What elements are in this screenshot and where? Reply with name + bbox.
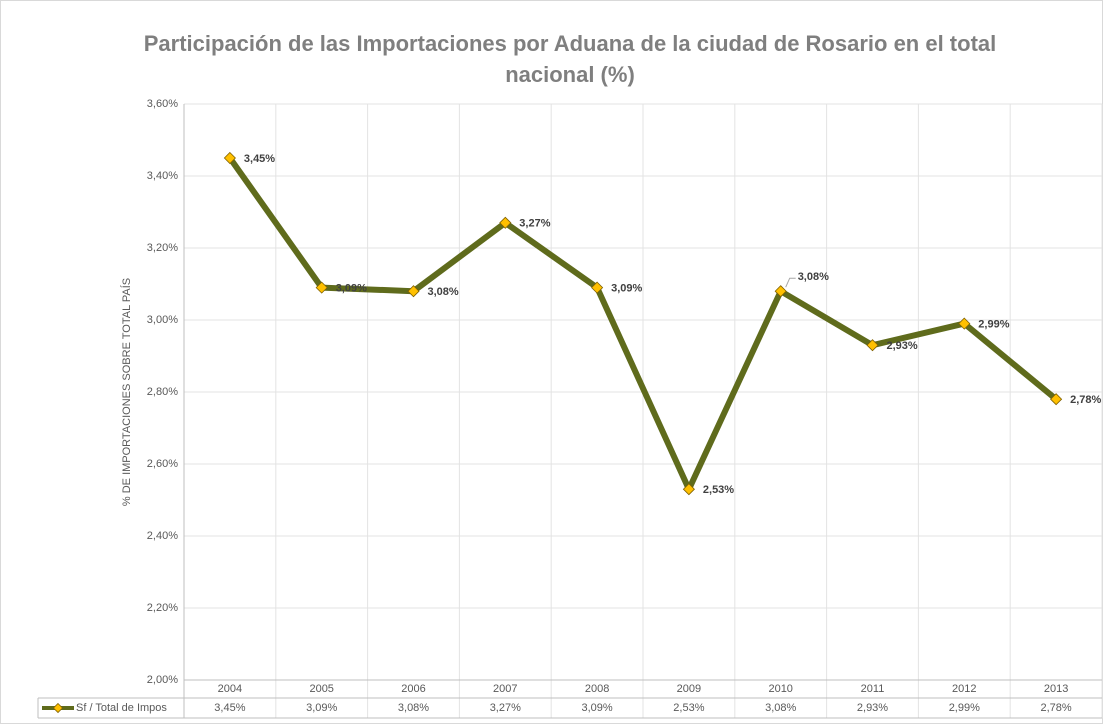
marker [407, 285, 420, 298]
x-tick-label: 2008 [585, 683, 609, 695]
y-tick-label: 2,00% [147, 674, 178, 686]
table-value: 3,09% [581, 702, 612, 714]
data-label: 2,78% [1070, 394, 1101, 406]
y-tick-label: 2,20% [147, 602, 178, 614]
marker [499, 216, 512, 229]
marker [866, 339, 879, 352]
table-value: 3,08% [765, 702, 796, 714]
y-tick-label: 3,40% [147, 170, 178, 182]
x-tick-label: 2004 [218, 683, 242, 695]
x-tick-label: 2006 [401, 683, 425, 695]
x-tick-label: 2011 [861, 683, 885, 695]
y-tick-label: 3,20% [147, 242, 178, 254]
y-tick-label: 3,60% [147, 98, 178, 110]
y-tick-label: 2,40% [147, 530, 178, 542]
data-label: 2,93% [887, 340, 918, 352]
data-label: 3,08% [428, 286, 459, 298]
x-tick-label: 2010 [768, 683, 792, 695]
data-label: 2,53% [703, 484, 734, 496]
series-line [227, 156, 1059, 493]
table-value: 3,27% [490, 702, 521, 714]
marker [682, 483, 695, 496]
data-label: 3,45% [244, 153, 275, 165]
marker [223, 151, 236, 165]
chart-title: Participación de las Importaciones por A… [143, 31, 997, 87]
x-tick-label: 2009 [677, 683, 701, 695]
data-label: 3,08% [798, 271, 829, 283]
x-tick-label: 2012 [952, 683, 976, 695]
leader-line [785, 277, 796, 288]
x-tick-label: 2007 [493, 683, 517, 695]
marker [774, 285, 787, 298]
marker [591, 281, 604, 294]
data-label: 3,09% [611, 283, 642, 295]
table-value: 3,09% [306, 702, 337, 714]
table-value: 3,08% [398, 702, 429, 714]
marker [958, 317, 971, 330]
table-value: 2,53% [673, 702, 704, 714]
table-value: 2,78% [1040, 702, 1071, 714]
legend-marker [52, 702, 64, 714]
x-tick-label: 2005 [309, 683, 333, 695]
marker [1050, 393, 1063, 406]
x-tick-label: 2013 [1044, 683, 1068, 695]
y-tick-label: 2,60% [147, 458, 178, 470]
marker [315, 281, 328, 294]
y-tick-label: 2,80% [147, 386, 178, 398]
table-value: 3,45% [214, 702, 245, 714]
legend-label: Sf / Total de Impos [76, 702, 167, 714]
table-value: 2,99% [949, 702, 980, 714]
y-axis-title: % DE IMPORTACIONES SOBRE TOTAL PAÍS [120, 278, 133, 506]
data-label: 3,09% [336, 283, 367, 295]
y-tick-label: 3,00% [147, 314, 178, 326]
data-label: 3,27% [519, 218, 550, 230]
table-value: 2,93% [857, 702, 888, 714]
data-label: 2,99% [978, 319, 1009, 331]
